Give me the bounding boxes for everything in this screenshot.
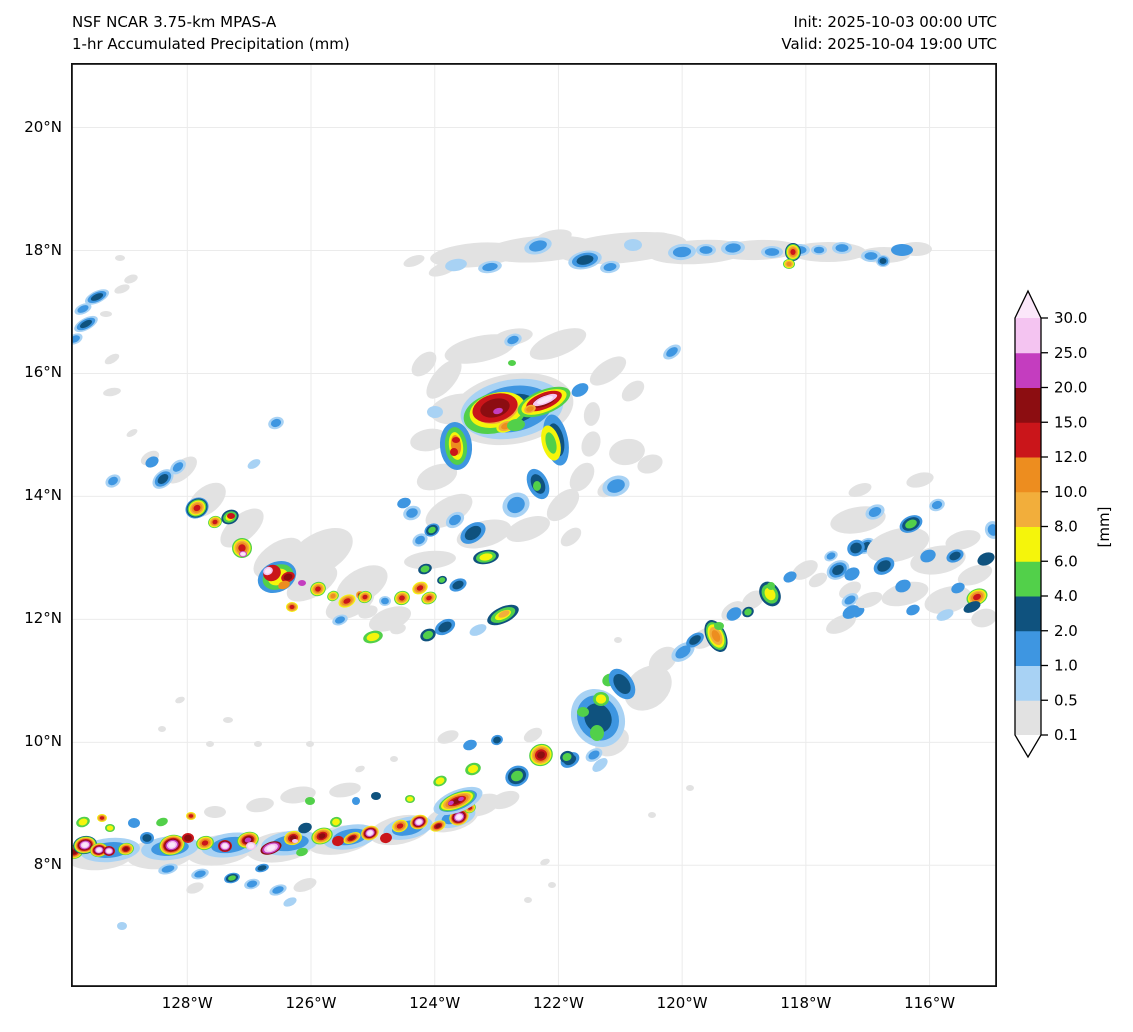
precipitation-map (71, 63, 997, 987)
svg-text:0.5: 0.5 (1054, 691, 1078, 709)
lat-tick-label: 12°N (24, 609, 62, 628)
svg-text:[mm]: [mm] (1095, 507, 1113, 548)
svg-text:8.0: 8.0 (1054, 518, 1078, 536)
svg-text:2.0: 2.0 (1054, 622, 1078, 640)
lat-tick-label: 20°N (24, 117, 62, 136)
svg-text:12.0: 12.0 (1054, 448, 1087, 466)
svg-text:6.0: 6.0 (1054, 552, 1078, 570)
lon-tick-label: 126°W (285, 994, 337, 1012)
svg-text:30.0: 30.0 (1054, 309, 1087, 327)
plot-title-block: NSF NCAR 3.75-km MPAS-A 1-hr Accumulated… (72, 11, 350, 55)
init-time: Init: 2025-10-03 00:00 UTC (793, 13, 997, 31)
field-name: 1-hr Accumulated Precipitation (mm) (72, 35, 350, 53)
svg-text:10.0: 10.0 (1054, 483, 1087, 501)
lon-tick-label: 118°W (780, 994, 832, 1012)
colorbar: 30.0 25.0 20.0 15.0 12.0 10.0 8.0 6.0 4.0 2.0 1.0 0… (1014, 289, 1113, 759)
svg-text:0.1: 0.1 (1054, 726, 1078, 744)
svg-text:25.0: 25.0 (1054, 344, 1087, 362)
lon-tick-label: 122°W (532, 994, 584, 1012)
lat-tick-label: 10°N (24, 732, 62, 751)
svg-text:20.0: 20.0 (1054, 379, 1087, 397)
lon-tick-label: 116°W (904, 994, 956, 1012)
lat-tick-label: 8°N (33, 855, 62, 874)
svg-text:1.0: 1.0 (1054, 657, 1078, 675)
lon-tick-label: 128°W (161, 994, 213, 1012)
lon-tick-label: 124°W (409, 994, 461, 1012)
run-time-block: Init: 2025-10-03 00:00 UTC Valid: 2025-1… (781, 11, 997, 55)
model-name: NSF NCAR 3.75-km MPAS-A (72, 13, 277, 31)
svg-text:4.0: 4.0 (1054, 587, 1078, 605)
lon-tick-label: 120°W (656, 994, 708, 1012)
lat-tick-label: 18°N (24, 240, 62, 259)
lat-tick-label: 16°N (24, 363, 62, 382)
valid-time: Valid: 2025-10-04 19:00 UTC (781, 35, 997, 53)
lat-tick-label: 14°N (24, 486, 62, 505)
svg-text:15.0: 15.0 (1054, 413, 1087, 431)
